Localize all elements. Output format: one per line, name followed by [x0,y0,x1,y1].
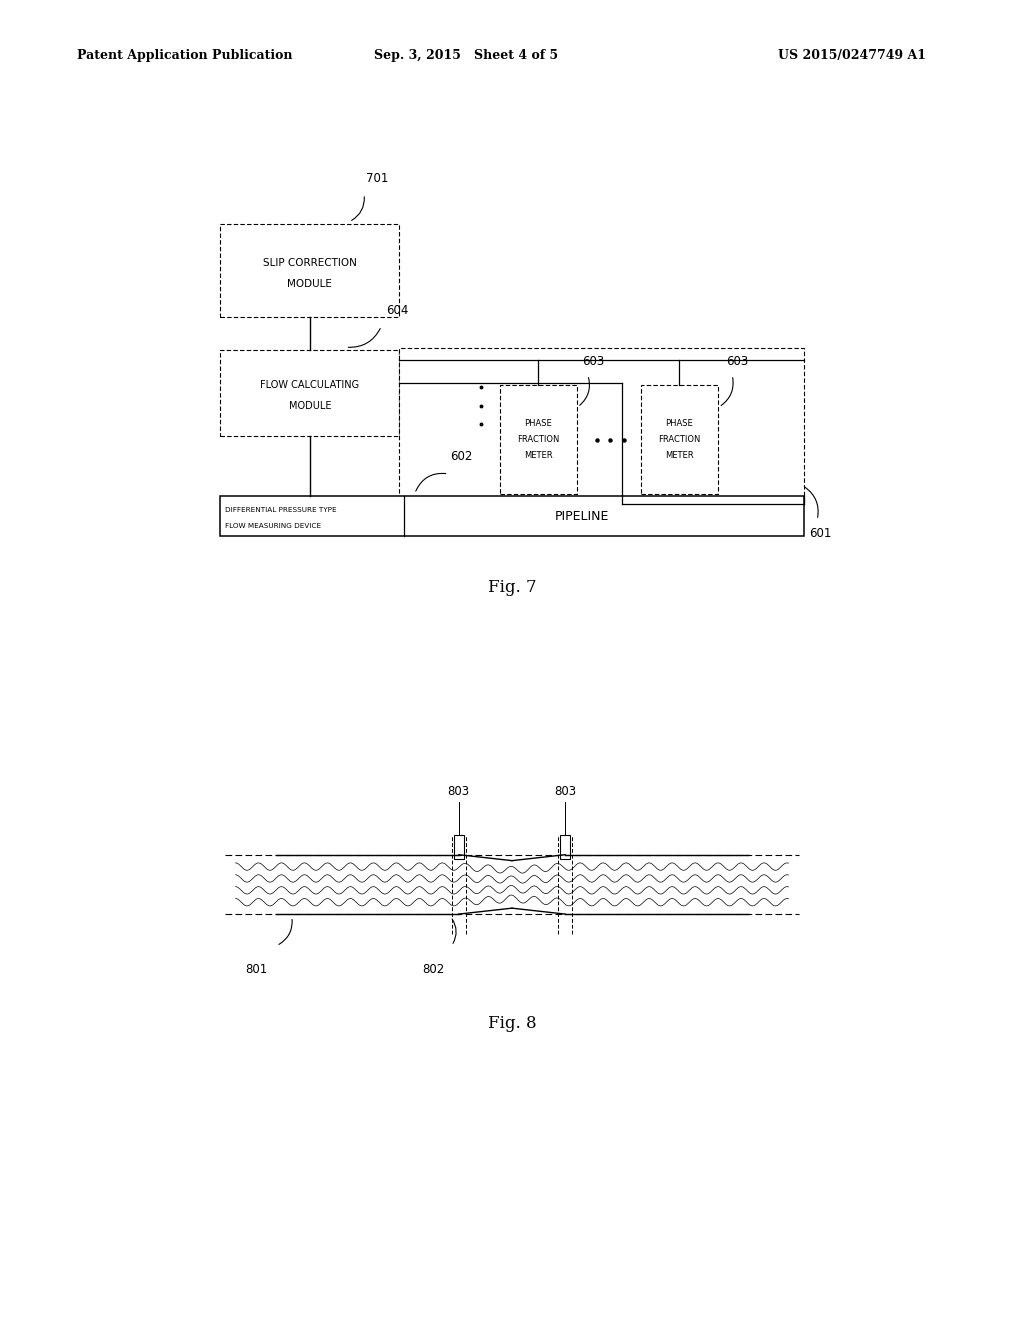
Text: 603: 603 [582,355,604,368]
Bar [220,350,399,436]
Text: SLIP CORRECTION: SLIP CORRECTION [263,257,356,268]
Text: 802: 802 [422,964,444,975]
Bar [641,385,718,494]
Bar [220,496,804,536]
Text: PHASE: PHASE [666,420,693,428]
Text: Fig. 7: Fig. 7 [487,579,537,595]
Text: DIFFERENTIAL PRESSURE TYPE: DIFFERENTIAL PRESSURE TYPE [225,507,337,513]
Text: 603: 603 [726,355,749,368]
Text: 701: 701 [367,172,388,185]
Text: 602: 602 [451,450,473,463]
Text: 803: 803 [447,785,470,797]
Text: FLOW CALCULATING: FLOW CALCULATING [260,380,359,389]
Text: Sep. 3, 2015   Sheet 4 of 5: Sep. 3, 2015 Sheet 4 of 5 [374,49,558,62]
Text: FRACTION: FRACTION [517,436,559,444]
Text: US 2015/0247749 A1: US 2015/0247749 A1 [778,49,927,62]
Text: MODULE: MODULE [288,279,332,289]
Text: 604: 604 [387,304,409,317]
Text: 801: 801 [245,964,267,975]
Bar [560,836,570,858]
Text: MODULE: MODULE [289,401,331,411]
Text: METER: METER [666,451,693,459]
Text: FLOW MEASURING DEVICE: FLOW MEASURING DEVICE [225,523,322,529]
Text: FRACTION: FRACTION [658,436,700,444]
Text: Fig. 8: Fig. 8 [487,1015,537,1031]
Text: 803: 803 [554,785,577,797]
Bar [454,836,464,858]
Text: PHASE: PHASE [524,420,552,428]
Bar [399,348,804,504]
Bar [220,224,399,317]
Bar [500,385,577,494]
Text: 601: 601 [809,527,831,540]
Text: PIPELINE: PIPELINE [555,510,609,523]
Text: METER: METER [524,451,552,459]
Text: Patent Application Publication: Patent Application Publication [77,49,292,62]
